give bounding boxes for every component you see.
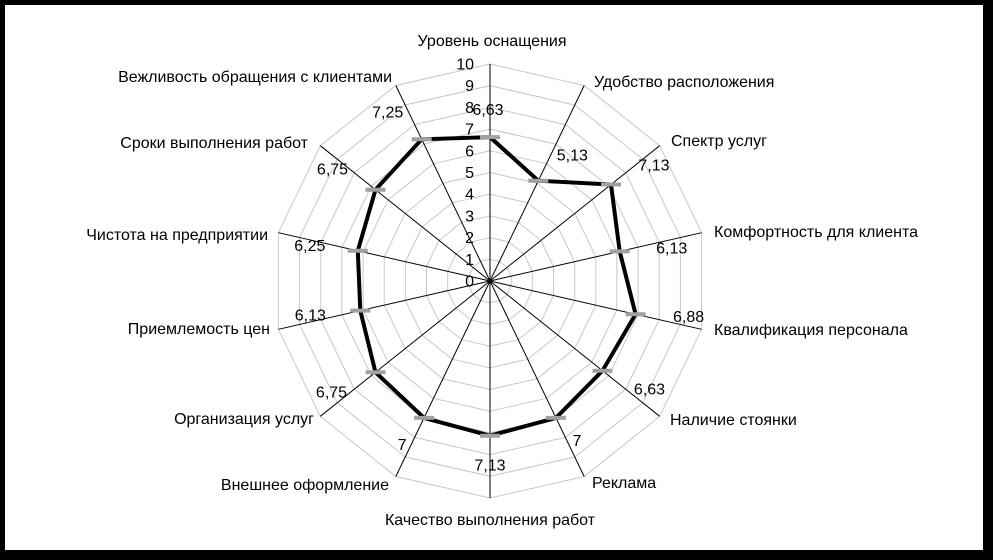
category-label: Наличие стоянки xyxy=(670,412,797,429)
value-axis-tick-label: 6 xyxy=(465,143,474,160)
axis-spoke xyxy=(489,232,702,282)
axis-spoke xyxy=(395,280,491,477)
data-point-label: 7,13 xyxy=(638,158,669,175)
data-point-label: 6,63 xyxy=(634,382,665,399)
axis-spoke xyxy=(489,280,702,330)
data-point-label: 7 xyxy=(572,433,581,450)
axis-spoke xyxy=(278,232,491,282)
category-label: Вежливость обращения с клиентами xyxy=(118,69,392,86)
data-point-label: 7,25 xyxy=(372,104,403,121)
data-point-label: 6,75 xyxy=(316,384,347,401)
category-label: Внешнее оформление xyxy=(221,477,389,494)
value-axis-tick-label: 1 xyxy=(465,252,474,269)
category-label: Организация услуг xyxy=(174,411,314,428)
axis-spoke xyxy=(489,280,661,417)
category-label: Квалификация персонала xyxy=(714,322,908,339)
data-point-label: 6,88 xyxy=(673,309,704,326)
data-point-label: 6,13 xyxy=(295,308,326,325)
axis-spoke xyxy=(395,85,491,282)
value-axis-tick-label: 7 xyxy=(465,122,474,139)
value-axis-tick-label: 9 xyxy=(465,78,474,95)
value-axis-tick-label: 2 xyxy=(465,230,474,247)
category-label: Спектр услуг xyxy=(671,133,767,150)
category-label: Удобство расположения xyxy=(594,74,774,91)
data-point-label: 5,13 xyxy=(557,148,588,165)
category-label: Комфортность для клиента xyxy=(714,224,918,241)
data-point-label: 6,25 xyxy=(294,238,325,255)
category-label: Чистота на предприятии xyxy=(86,227,268,244)
value-axis-tick-label: 10 xyxy=(456,57,474,74)
category-label: Уровень оснащения xyxy=(417,33,566,50)
data-point-label: 7 xyxy=(398,437,407,454)
data-point-label: 7,13 xyxy=(474,458,505,475)
axis-spoke xyxy=(489,85,585,282)
category-label: Сроки выполнения работ xyxy=(120,135,308,152)
category-label: Реклама xyxy=(592,475,656,492)
value-axis-tick-label: 0 xyxy=(465,274,474,291)
category-label: Качество выполнения работ xyxy=(385,512,596,529)
value-axis-tick-label: 4 xyxy=(465,187,474,204)
axis-spoke xyxy=(489,145,661,282)
value-axis-tick-label: 5 xyxy=(465,165,474,182)
data-point-label: 6,13 xyxy=(656,240,687,257)
axis-spoke xyxy=(319,145,491,282)
axis-spoke xyxy=(278,280,491,330)
value-axis-tick-label: 3 xyxy=(465,208,474,225)
axis-spoke xyxy=(489,280,585,477)
axis-spoke xyxy=(319,280,491,417)
data-point-label: 6,63 xyxy=(472,102,503,119)
value-axis-tick-label: 8 xyxy=(465,100,474,117)
data-point-label: 6,75 xyxy=(317,162,348,179)
category-label: Приемлемость цен xyxy=(128,321,270,338)
